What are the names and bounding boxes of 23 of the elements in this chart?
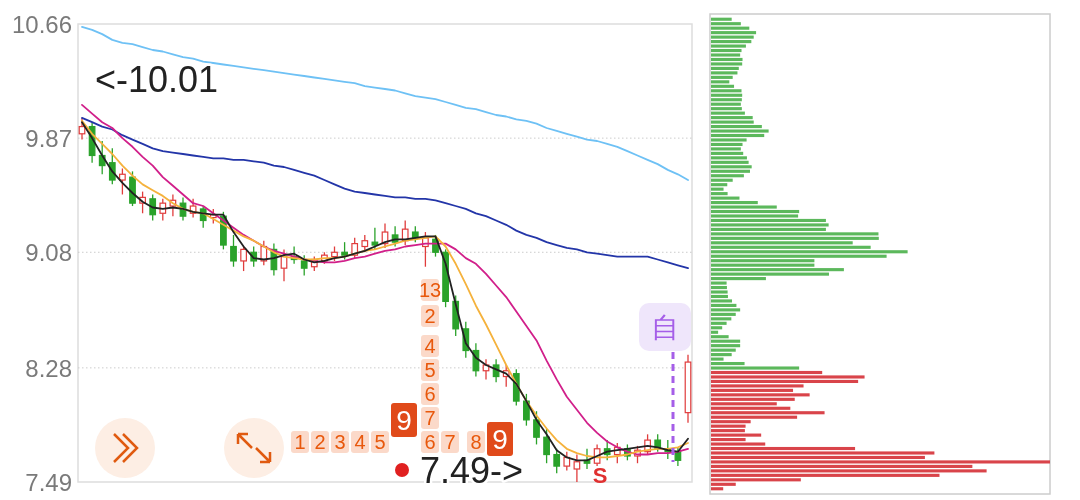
annotation: 4 <box>354 431 366 453</box>
annotation: 自 <box>651 312 679 343</box>
annotation: 5 <box>374 431 386 453</box>
annotation: <-10.01 <box>95 59 219 100</box>
annotation: 2 <box>424 305 436 327</box>
annotation: 6 <box>424 431 436 453</box>
y-tick-label: 8.28 <box>25 354 72 382</box>
annotation: 2 <box>314 431 326 453</box>
annotation: 7 <box>444 431 456 453</box>
y-tick-label: 7.49 <box>25 469 72 496</box>
y-tick-label: 9.87 <box>25 125 72 153</box>
y-tick-label: 10.66 <box>11 11 72 38</box>
annotation: 7 <box>424 407 436 429</box>
annotation: 8 <box>470 431 482 453</box>
annotation: 4 <box>424 335 436 357</box>
annotation: 13 <box>418 279 442 301</box>
annotation: 9 <box>396 405 412 436</box>
annotation: 3 <box>334 431 346 453</box>
annotation: 1 <box>294 431 306 453</box>
annotation: 5 <box>424 359 436 381</box>
annotation: 6 <box>424 383 436 405</box>
annotation: S <box>592 463 608 488</box>
y-tick-label: 9.08 <box>25 239 72 267</box>
